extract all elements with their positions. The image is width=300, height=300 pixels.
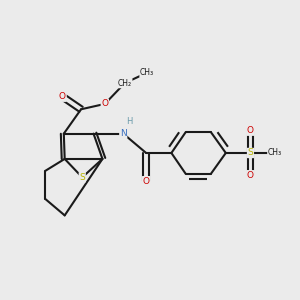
Text: H: H — [127, 117, 133, 126]
Text: O: O — [247, 171, 254, 180]
Text: O: O — [59, 92, 66, 101]
Text: CH₃: CH₃ — [140, 68, 154, 77]
Text: N: N — [120, 129, 127, 138]
Text: CH₃: CH₃ — [268, 148, 282, 158]
Text: O: O — [247, 126, 254, 135]
Text: O: O — [142, 177, 150, 186]
Text: O: O — [59, 92, 66, 101]
Text: O: O — [101, 99, 108, 108]
Text: CH₂: CH₂ — [118, 79, 132, 88]
Text: S: S — [248, 148, 253, 158]
Text: S: S — [80, 173, 85, 182]
